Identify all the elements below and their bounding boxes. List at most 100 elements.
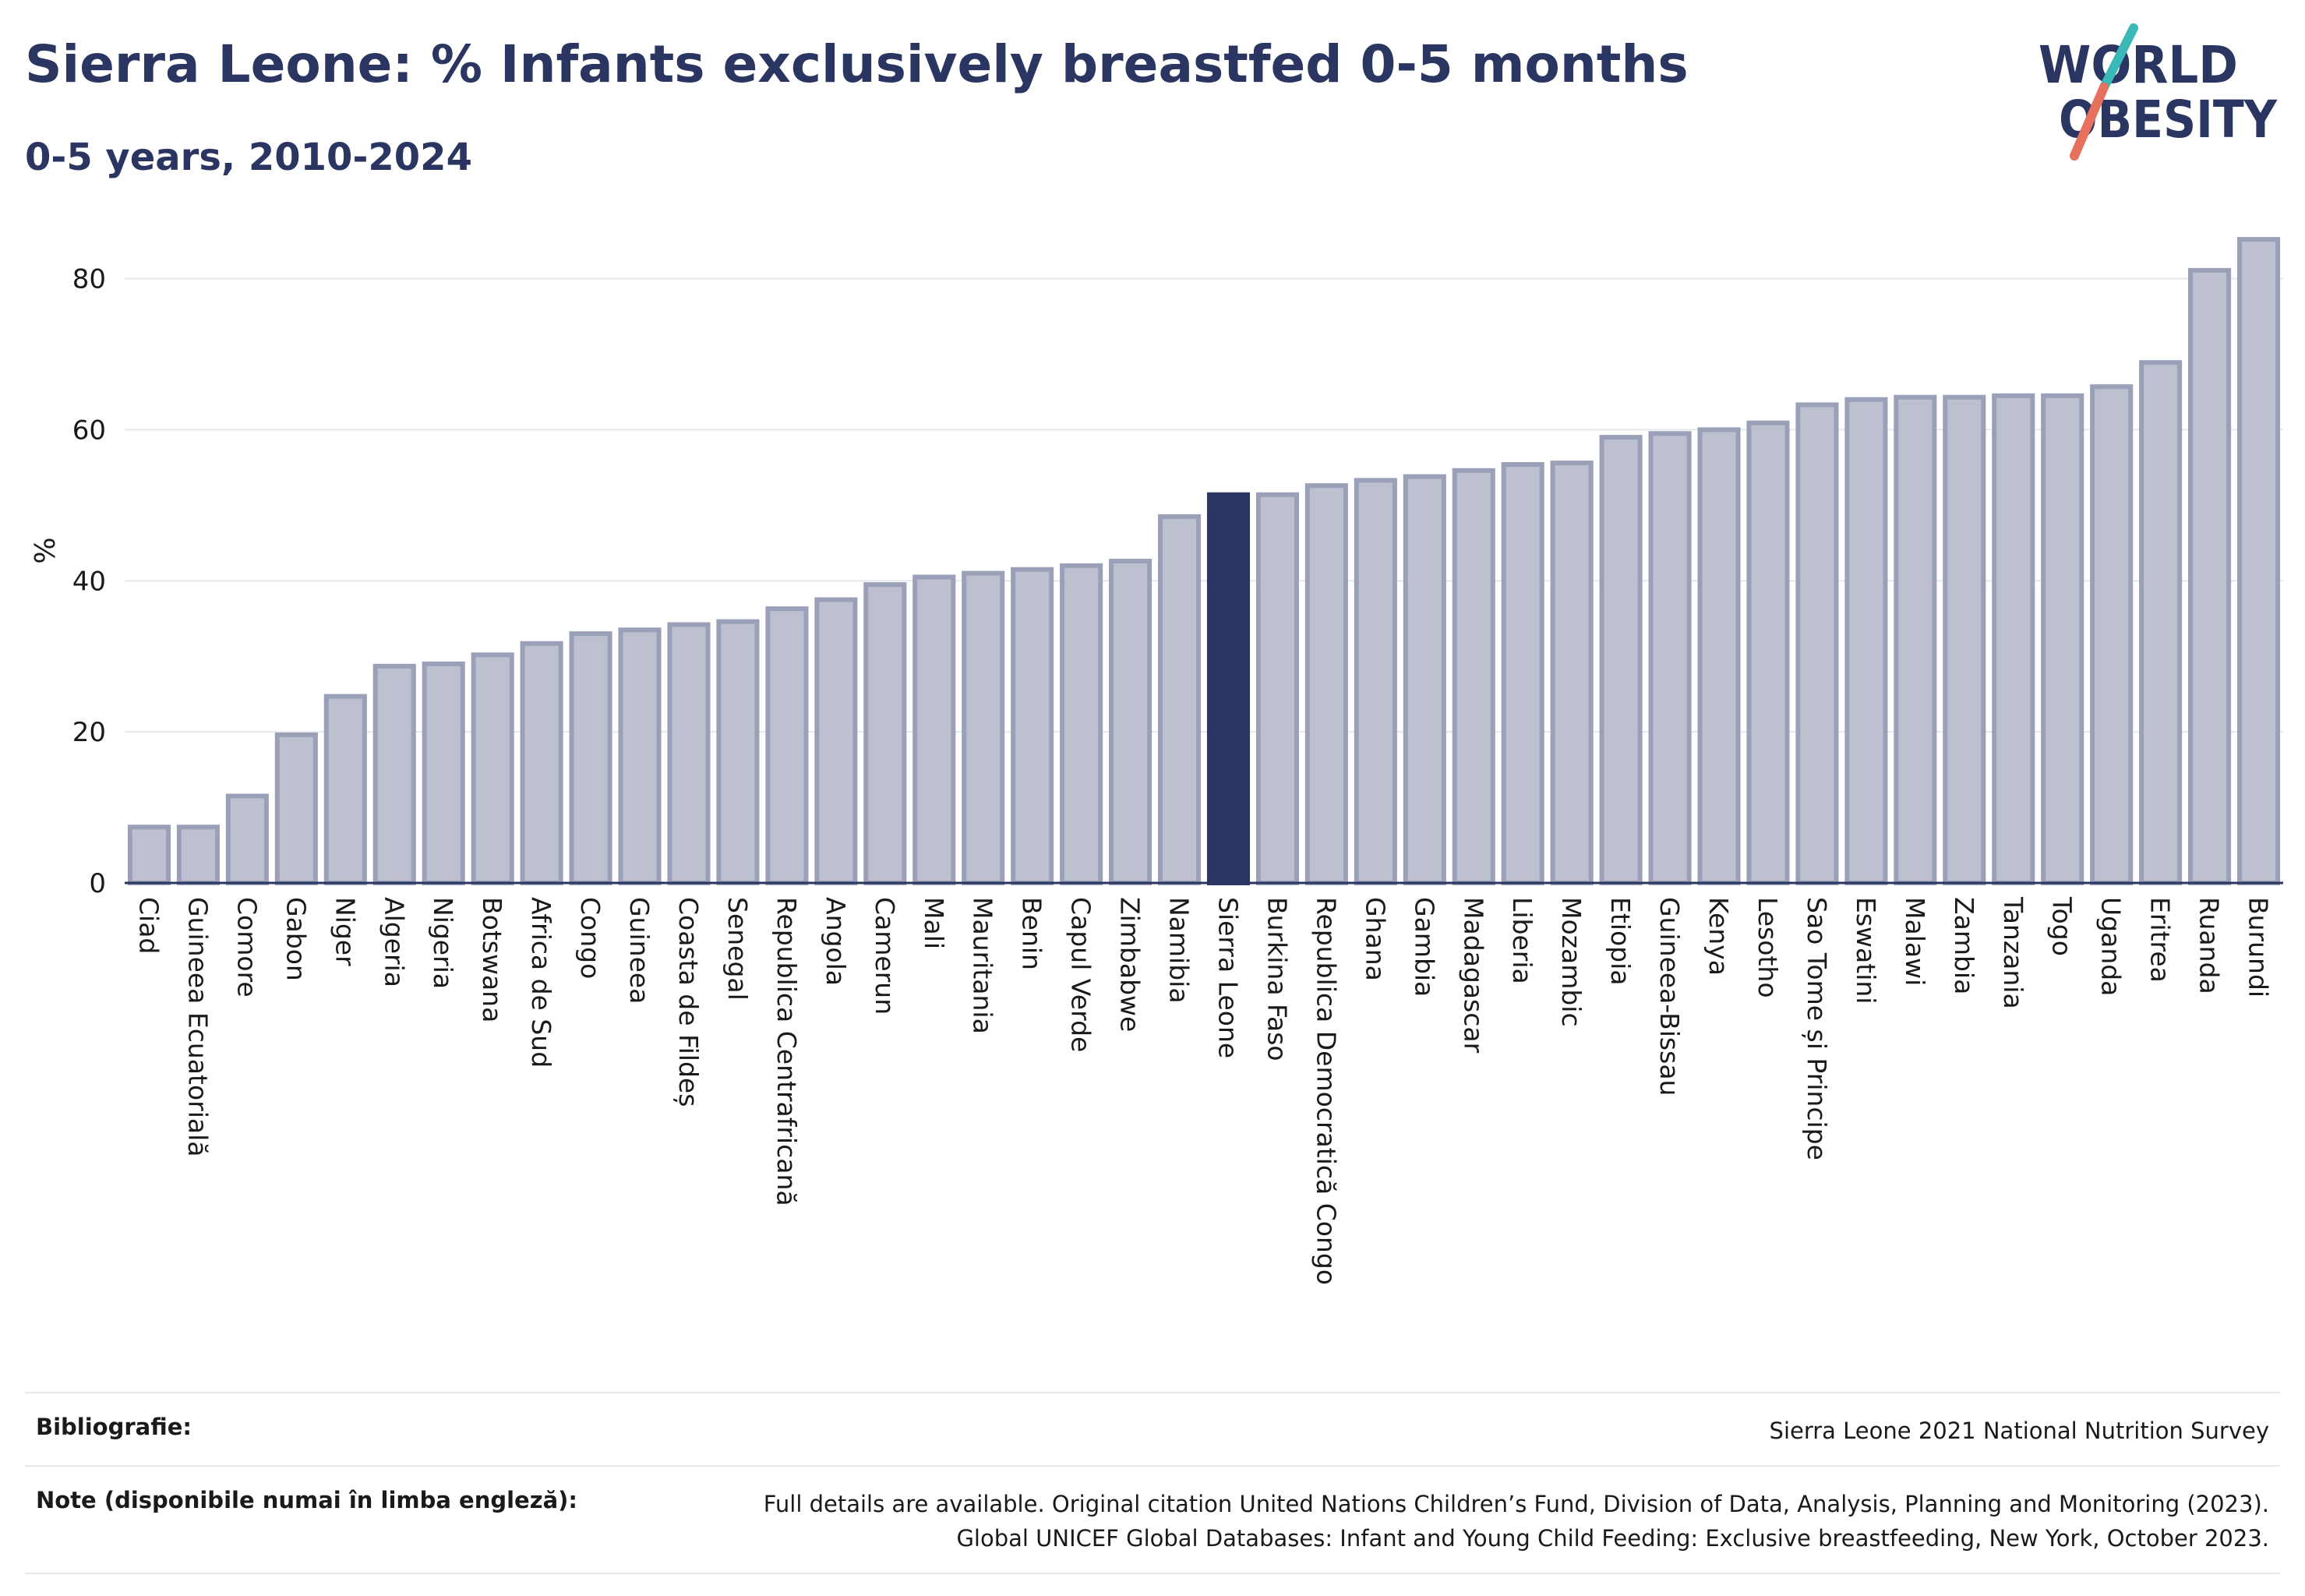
- bar[interactable]: [323, 694, 367, 886]
- bar[interactable]: [716, 619, 760, 885]
- x-tick-label: Ghana: [1360, 897, 1390, 981]
- bar[interactable]: [912, 574, 956, 885]
- bar[interactable]: [422, 661, 465, 885]
- bar[interactable]: [1550, 461, 1594, 885]
- x-tick-label: Angola: [821, 897, 851, 986]
- bar[interactable]: [127, 824, 171, 885]
- bar[interactable]: [1354, 478, 1397, 886]
- bar[interactable]: [962, 570, 1005, 885]
- bar[interactable]: [2090, 384, 2134, 885]
- bar[interactable]: [1746, 420, 1790, 885]
- x-tick-label: Congo: [575, 897, 605, 979]
- x-tick-label: Namibia: [1164, 897, 1195, 1004]
- x-tick-label: Malawi: [1900, 897, 1930, 986]
- notes-line-1: Full details are available. Original cit…: [763, 1491, 2269, 1517]
- world-obesity-logo: WORLD OBESITY: [2038, 23, 2278, 161]
- x-tick-label: Mauritania: [968, 897, 998, 1034]
- bar[interactable]: [1109, 559, 1152, 885]
- y-tick-label: 40: [72, 566, 106, 597]
- x-tick-label: Africa de Sud: [526, 897, 556, 1068]
- x-tick-labels: Ciad Guineea Ecuatorială Comore Gabon Niger A…: [133, 896, 2273, 1285]
- bar[interactable]: [1697, 427, 1741, 885]
- bar[interactable]: [1795, 402, 1839, 886]
- notes-line-2: Global UNICEF Global Databases: Infant a…: [956, 1525, 2269, 1552]
- bar[interactable]: [1060, 563, 1103, 885]
- bar[interactable]: [1206, 492, 1251, 885]
- chart-footer: Bibliografie: Sierra Leone 2021 National…: [25, 1392, 2280, 1574]
- bar[interactable]: [2139, 360, 2183, 885]
- x-tick-label: Liberia: [1507, 897, 1537, 984]
- y-axis-title: %: [30, 537, 62, 563]
- bars: [127, 237, 2281, 886]
- bar[interactable]: [618, 627, 662, 885]
- bar[interactable]: [1599, 435, 1643, 885]
- bar[interactable]: [1157, 514, 1202, 885]
- bar[interactable]: [372, 663, 416, 885]
- bar[interactable]: [765, 606, 809, 885]
- x-tick-label: Guineea: [624, 897, 655, 1004]
- bar[interactable]: [1255, 492, 1299, 885]
- logo-slash-teal: [2099, 23, 2138, 92]
- x-tick-label: Eswatini: [1851, 897, 1881, 1004]
- bar[interactable]: [2188, 267, 2232, 886]
- x-tick-label: Ciad: [133, 897, 164, 954]
- bar[interactable]: [176, 824, 220, 885]
- logo-word-world: WORLD: [2038, 35, 2238, 95]
- x-tick-label: Republica Centrafricană: [771, 897, 802, 1206]
- bibliography-value: Sierra Leone 2021 National Nutrition Sur…: [1769, 1418, 2269, 1444]
- x-tick-label: Burkina Faso: [1262, 897, 1292, 1061]
- x-tick-label: Niger: [330, 897, 360, 966]
- x-tick-label: Ruanda: [2194, 897, 2225, 994]
- bar[interactable]: [1894, 394, 1937, 886]
- bar[interactable]: [1943, 394, 1986, 886]
- bar[interactable]: [1501, 461, 1544, 885]
- bar[interactable]: [569, 631, 612, 885]
- y-tick-labels: 0 20 40 60 80: [72, 264, 106, 899]
- x-tick-label: Togo: [2047, 896, 2077, 956]
- x-tick-label: Zimbabwe: [1115, 897, 1145, 1032]
- bar[interactable]: [1403, 474, 1446, 885]
- x-tick-label: Gabon: [281, 897, 311, 981]
- bar[interactable]: [1648, 431, 1692, 885]
- bar[interactable]: [274, 733, 318, 885]
- logo-slash-coral: [2070, 83, 2109, 161]
- bar[interactable]: [1011, 567, 1054, 885]
- bar[interactable]: [667, 622, 711, 885]
- bar[interactable]: [1992, 393, 2035, 885]
- x-tick-label: Botswana: [477, 897, 507, 1022]
- x-tick-label: Camerun: [870, 897, 900, 1015]
- x-tick-label: Algeria: [379, 897, 409, 987]
- x-tick-label: Guineea-Bissau: [1654, 897, 1685, 1096]
- x-tick-label: Uganda: [2096, 897, 2127, 996]
- x-tick-label: Mozambic: [1556, 897, 1587, 1027]
- notes-label: Note (disponibile numai în limba engleză…: [36, 1487, 578, 1513]
- bar[interactable]: [1304, 483, 1348, 885]
- y-tick-label: 80: [72, 264, 106, 295]
- x-tick-label: Republica Democratică Congo: [1311, 897, 1341, 1285]
- bar[interactable]: [2041, 393, 2084, 885]
- y-tick-label: 20: [72, 717, 106, 748]
- x-tick-label: Mali: [919, 897, 949, 949]
- x-tick-label: Tanzania: [1998, 896, 2028, 1009]
- bar[interactable]: [863, 582, 907, 885]
- bar[interactable]: [2236, 237, 2281, 885]
- x-tick-label: Sao Tome și Principe: [1802, 897, 1832, 1160]
- bar[interactable]: [225, 793, 269, 885]
- bar[interactable]: [1452, 468, 1495, 885]
- x-tick-label: Senegal: [722, 897, 753, 1001]
- bar[interactable]: [520, 641, 563, 885]
- x-tick-label: Comore: [231, 897, 262, 998]
- bar[interactable]: [471, 652, 514, 886]
- chart-title: Sierra Leone: % Infants exclusively brea…: [25, 34, 1689, 94]
- x-tick-label: Coasta de Fildeș: [673, 897, 704, 1107]
- x-tick-label: Capul Verde: [1066, 897, 1096, 1052]
- bar[interactable]: [814, 597, 858, 885]
- x-tick-label: Lesotho: [1753, 897, 1783, 998]
- bar-chart: 0 20 40 60 80 % Ciad Guineea Ecuatorială Comor…: [30, 237, 2283, 1285]
- bar[interactable]: [1844, 397, 1888, 885]
- x-tick-label: Nigeria: [428, 897, 458, 989]
- bibliography-label: Bibliografie:: [36, 1414, 192, 1440]
- notes-row: Note (disponibile numai în limba engleză…: [25, 1465, 2280, 1574]
- bibliography-row: Bibliografie: Sierra Leone 2021 National…: [25, 1392, 2280, 1465]
- x-tick-label: Benin: [1017, 897, 1047, 970]
